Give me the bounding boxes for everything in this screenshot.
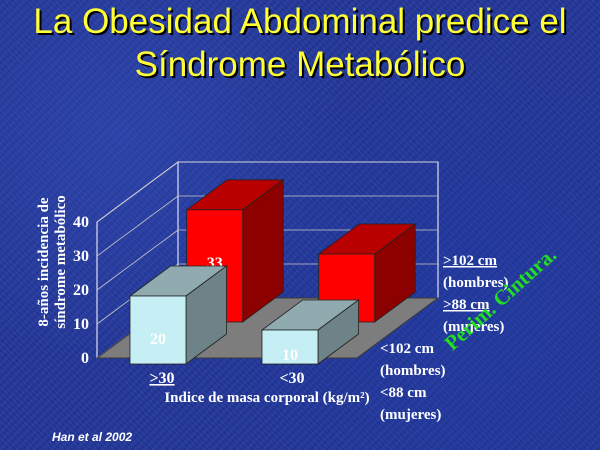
bar-low-waist-1: 10 [260, 299, 360, 365]
y-tick-label: 20 [73, 282, 89, 299]
bar-front [261, 329, 319, 365]
bar-low-waist-0: 20 [128, 265, 228, 365]
y-tick-label: 30 [73, 248, 89, 265]
bar-high-waist-1: 20 [317, 223, 417, 323]
bar-front [129, 295, 187, 365]
series-label-low: <102 cm (hombres) <88 cm (mujeres) [380, 341, 446, 423]
citation: Han et al 2002 [52, 430, 133, 444]
x-axis-label: Indice de masa corporal (kg/m²) [164, 390, 369, 406]
y-tick-label: 10 [73, 316, 89, 333]
chart-title-line1: La Obesidad Abdominal predice el [33, 2, 567, 41]
y-tick-label: 40 [73, 214, 89, 231]
gridline [96, 195, 438, 257]
chart-title-line2: Síndrome Metabólico [134, 45, 466, 84]
y-axis-label: 8-años incidencia desíndrome metabólico [36, 195, 69, 328]
data-label: 20 [150, 331, 166, 348]
series-label-high: >102 cm (hombres) >88 cm (mujeres) [443, 253, 509, 335]
y-tick-label: 0 [81, 350, 89, 367]
gridline [96, 161, 438, 223]
data-label: 10 [282, 347, 298, 364]
x-tick-label: <30 [279, 370, 304, 387]
x-tick-label: >30 [149, 370, 174, 387]
